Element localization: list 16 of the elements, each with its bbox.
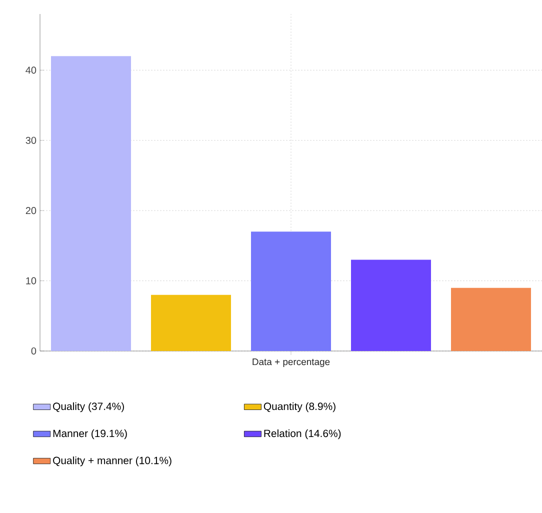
bar — [151, 294, 231, 351]
bar — [251, 232, 331, 351]
y-tick-label: 20 — [26, 207, 36, 214]
bar — [50, 56, 131, 351]
y-tick-label: 0 — [31, 347, 36, 355]
x-tick-label: Data + percentage — [252, 358, 330, 367]
legend-label: Relation (14.6%) — [264, 429, 341, 440]
legend-label: Quality + manner (10.1%) — [53, 456, 172, 466]
legend-label: Quality (37.4%) — [53, 402, 124, 412]
y-tick-label: 40 — [26, 66, 36, 74]
y-tick-label: 30 — [26, 136, 36, 144]
legend-label: Manner (19.1%) — [53, 429, 127, 440]
y-tick-label: 10 — [26, 277, 36, 284]
bar — [451, 288, 532, 351]
legend-label: Quantity (8.9%) — [264, 402, 336, 412]
bar — [351, 260, 431, 351]
